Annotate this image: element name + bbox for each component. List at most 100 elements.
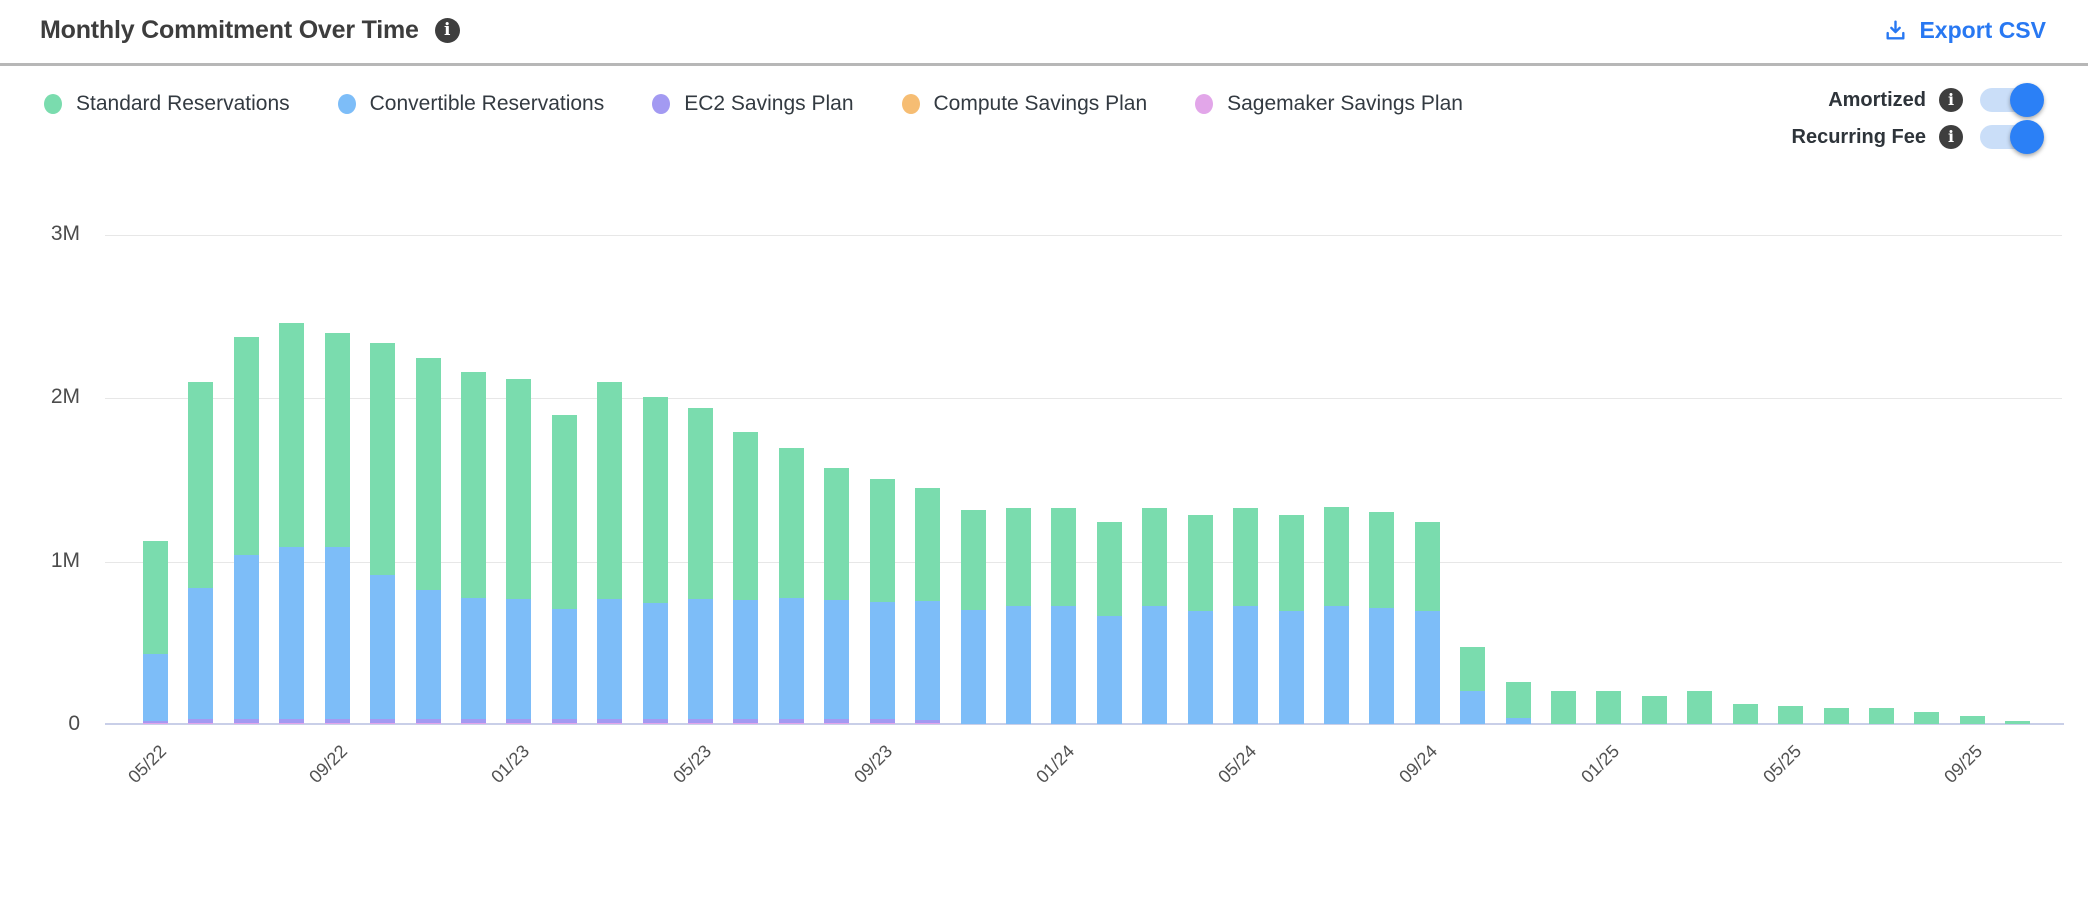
bar-01/24[interactable] — [1051, 508, 1077, 724]
monthly-commitment-chart: 3M 2M 1M 0 05/22 09/22 01/23 05/23 09/23 01/24 05/… — [0, 149, 2088, 865]
x-axis-tick-09/22: 09/22 — [305, 741, 352, 787]
bar-01/25[interactable] — [1596, 691, 1622, 724]
amortized-toggle[interactable] — [1980, 83, 2044, 117]
bar-12/22[interactable] — [460, 372, 486, 724]
legend-item-compute-savings-plan[interactable]: Compute Savings Plan — [901, 90, 1148, 118]
bar-segment-standard-reservations — [1868, 707, 1894, 724]
bar-segment-convertible-reservations — [1142, 606, 1168, 724]
bar-segment-sagemaker-savings-plan — [869, 722, 895, 724]
bar-segment-standard-reservations — [1959, 715, 1985, 724]
bar-segment-convertible-reservations — [1233, 606, 1259, 724]
bar-segment-sagemaker-savings-plan — [915, 722, 941, 724]
bar-03/24[interactable] — [1142, 508, 1168, 724]
bar-segment-standard-reservations — [1641, 696, 1667, 724]
bar-02/24[interactable] — [1096, 521, 1122, 724]
legend-item-standard-reservations[interactable]: Standard Reservations — [44, 90, 290, 118]
bar-segment-standard-reservations — [915, 487, 941, 601]
legend-item-sagemaker-savings-plan[interactable]: Sagemaker Savings Plan — [1195, 90, 1463, 118]
bar-12/24[interactable] — [1551, 691, 1577, 724]
bar-04/24[interactable] — [1187, 515, 1213, 724]
x-axis-tick-09/25: 09/25 — [1940, 741, 1987, 787]
gridline-3M — [105, 235, 2062, 237]
bar-segment-standard-reservations — [1187, 515, 1213, 612]
legend-label: Compute Savings Plan — [933, 92, 1148, 115]
bar-segment-convertible-reservations — [1096, 616, 1122, 724]
bar-segment-convertible-reservations — [143, 653, 168, 721]
bar-segment-standard-reservations — [778, 448, 804, 599]
bar-03/23[interactable] — [597, 382, 623, 724]
bar-segment-standard-reservations — [597, 382, 623, 600]
bar-08/24[interactable] — [1369, 511, 1395, 724]
bar-segment-standard-reservations — [1778, 706, 1804, 724]
bar-04/23[interactable] — [642, 396, 668, 724]
bar-segment-convertible-reservations — [1051, 606, 1077, 724]
bar-segment-standard-reservations — [2005, 721, 2031, 724]
bar-08/22[interactable] — [279, 323, 305, 724]
bar-03/25[interactable] — [1687, 691, 1713, 724]
bar-09/25[interactable] — [1959, 715, 1985, 724]
bar-segment-ec2-savings-plan — [188, 718, 214, 723]
amortized-info-icon[interactable]: i — [1939, 88, 1963, 112]
recurring-fee-info-icon[interactable]: i — [1939, 125, 1963, 149]
bar-segment-sagemaker-savings-plan — [279, 722, 305, 724]
bar-04/25[interactable] — [1732, 704, 1758, 724]
bar-segment-convertible-reservations — [1460, 691, 1486, 724]
bar-segment-ec2-savings-plan — [688, 718, 714, 723]
header: Monthly Commitment Over Time i Export CS… — [0, 0, 2088, 66]
bar-07/22[interactable] — [233, 336, 259, 724]
bar-06/22[interactable] — [188, 382, 214, 724]
bar-06/25[interactable] — [1823, 707, 1849, 724]
bar-10/24[interactable] — [1460, 647, 1486, 724]
title-info-icon[interactable]: i — [434, 18, 460, 43]
bar-12/23[interactable] — [1005, 508, 1031, 724]
legend-label: Sagemaker Savings Plan — [1227, 92, 1463, 115]
bar-segment-ec2-savings-plan — [460, 718, 486, 723]
bar-segment-sagemaker-savings-plan — [642, 722, 668, 724]
bar-10/22[interactable] — [370, 343, 396, 724]
bar-segment-ec2-savings-plan — [506, 718, 532, 723]
bar-07/23[interactable] — [778, 448, 804, 724]
bar-segment-convertible-reservations — [869, 601, 895, 720]
bar-segment-convertible-reservations — [1187, 611, 1213, 724]
bar-segment-ec2-savings-plan — [143, 720, 168, 724]
bar-08/25[interactable] — [1914, 711, 1940, 724]
bar-02/23[interactable] — [551, 414, 577, 724]
bar-09/23[interactable] — [869, 479, 895, 724]
x-axis-tick-01/24: 01/24 — [1032, 741, 1079, 787]
amortized-toggle-row: Amortized i — [1828, 83, 2046, 117]
bar-07/25[interactable] — [1868, 707, 1894, 724]
export-csv-label: Export CSV — [1919, 17, 2046, 43]
bar-10/23[interactable] — [915, 487, 941, 724]
bar-10/25[interactable] — [2005, 721, 2031, 724]
bar-11/22[interactable] — [415, 357, 441, 724]
bar-05/23[interactable] — [688, 408, 714, 724]
y-axis-tick-0: 0 — [68, 712, 80, 735]
bar-segment-standard-reservations — [1096, 521, 1122, 617]
bar-07/24[interactable] — [1323, 506, 1349, 724]
legend-label: Convertible Reservations — [369, 92, 605, 115]
bar-06/23[interactable] — [733, 431, 759, 724]
bar-05/22[interactable] — [143, 541, 168, 724]
bar-06/24[interactable] — [1278, 515, 1304, 724]
bar-segment-standard-reservations — [1460, 647, 1486, 692]
bar-09/24[interactable] — [1414, 521, 1440, 724]
bar-02/25[interactable] — [1641, 696, 1667, 724]
bar-11/24[interactable] — [1505, 681, 1531, 724]
bar-05/24[interactable] — [1233, 508, 1259, 724]
recurring-fee-toggle[interactable] — [1980, 120, 2044, 154]
bar-11/23[interactable] — [960, 510, 986, 724]
bar-08/23[interactable] — [824, 467, 850, 724]
bar-05/25[interactable] — [1778, 706, 1804, 724]
legend-item-convertible-reservations[interactable]: Convertible Reservations — [337, 90, 605, 118]
bar-segment-convertible-reservations — [824, 599, 850, 720]
bar-segment-ec2-savings-plan — [324, 718, 350, 723]
bar-segment-standard-reservations — [506, 378, 532, 600]
export-csv-button[interactable]: Export CSV — [1883, 17, 2046, 44]
bar-09/22[interactable] — [324, 333, 350, 724]
bar-segment-standard-reservations — [188, 382, 214, 589]
bar-01/23[interactable] — [506, 378, 532, 724]
bar-segment-convertible-reservations — [733, 599, 759, 720]
bar-segment-sagemaker-savings-plan — [370, 722, 396, 724]
legend-item-ec2-savings-plan[interactable]: EC2 Savings Plan — [652, 90, 854, 118]
bar-segment-ec2-savings-plan — [279, 718, 305, 723]
